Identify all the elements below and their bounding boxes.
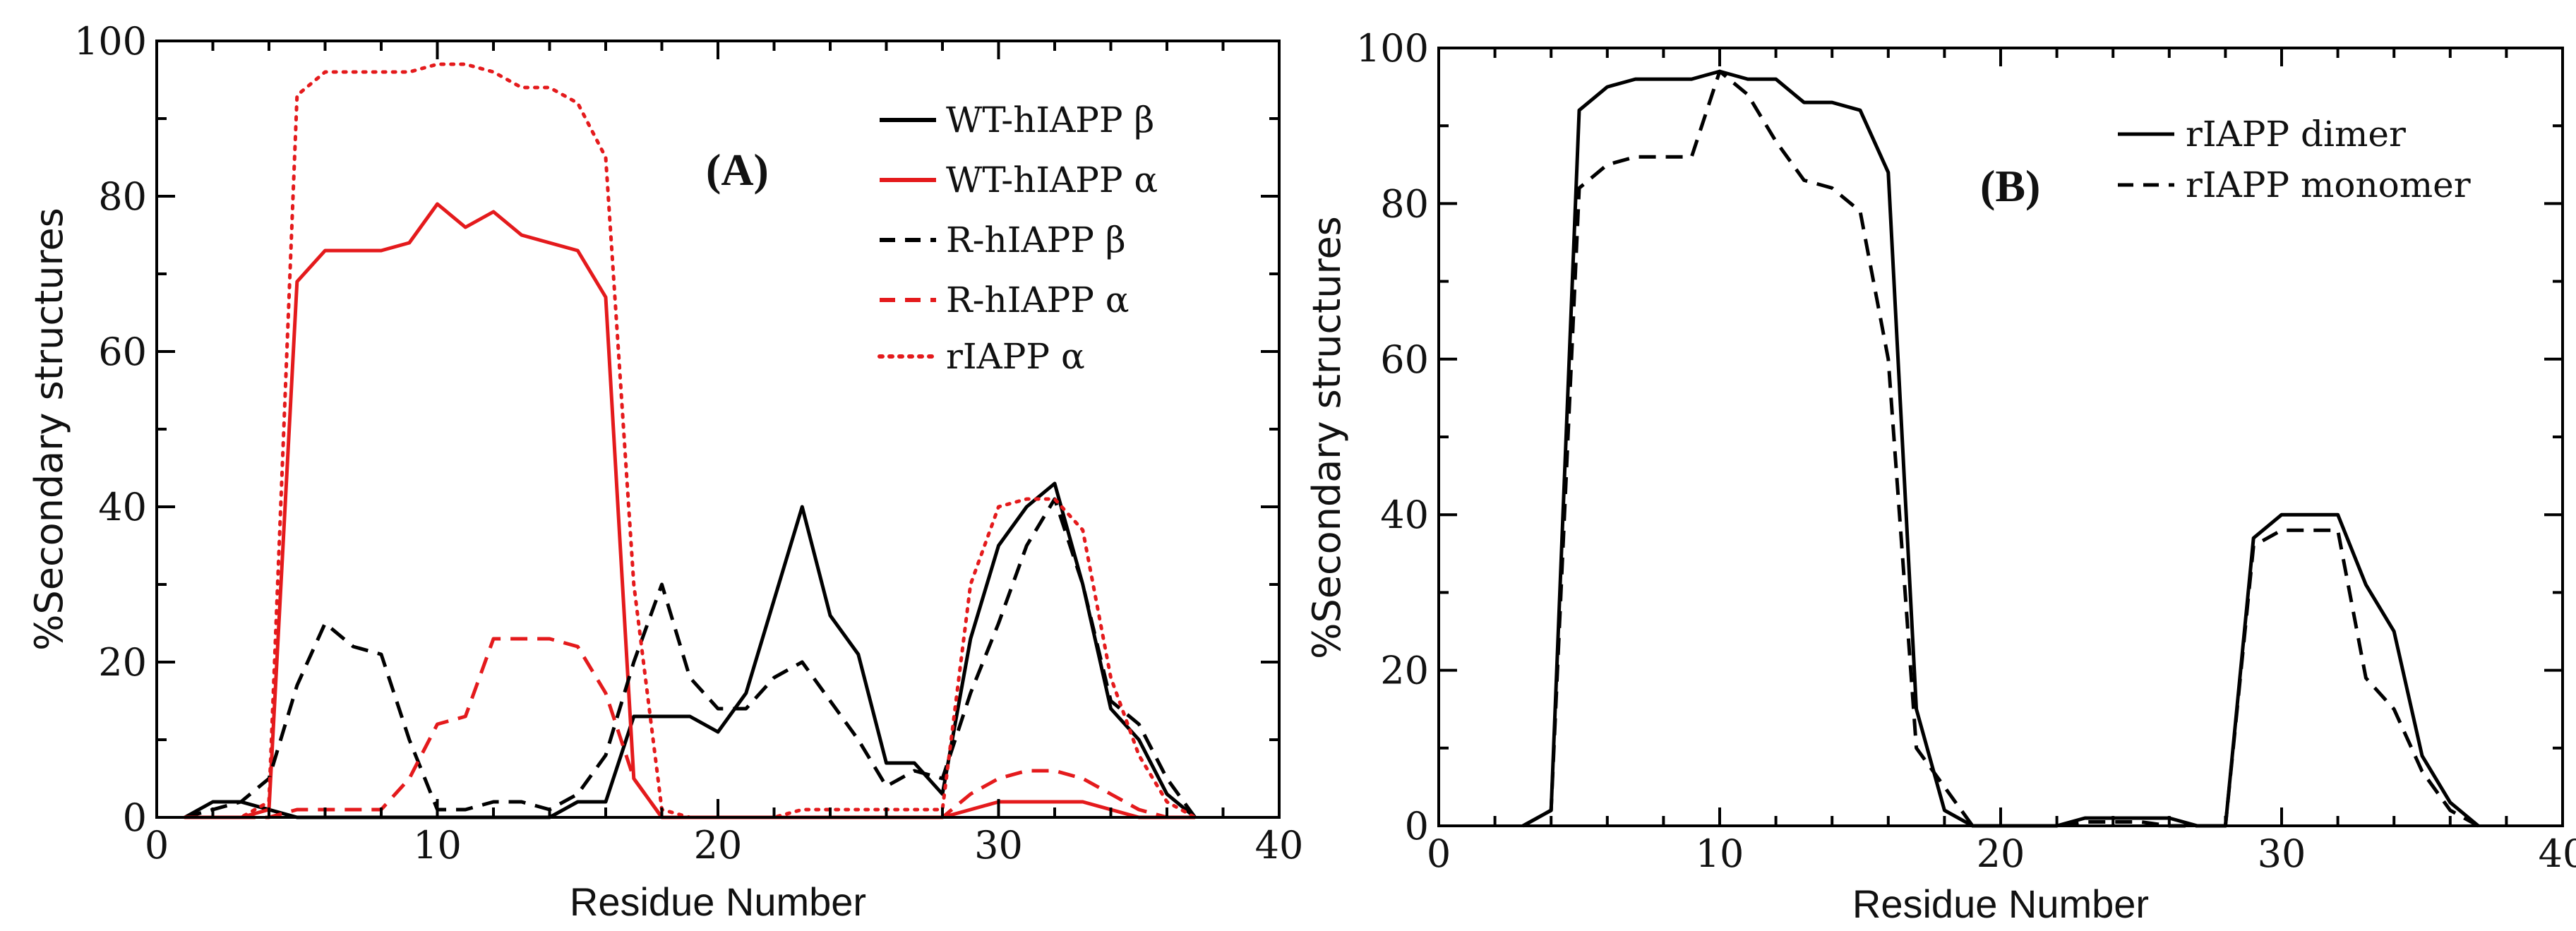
panel-a-y-tick-label: 80 <box>98 174 147 219</box>
panel-a-x-tick-label: 10 <box>413 823 462 867</box>
panel-a-series-line-0 <box>184 481 1197 819</box>
panel-a-y-axis-label: %Secondary structures <box>27 208 71 651</box>
panel-b-y-tick-label: 20 <box>1380 649 1429 693</box>
panel-b-y-tick-label: 60 <box>1380 337 1429 382</box>
legend-b-label-dimer: rIAPP dimer <box>2186 114 2406 155</box>
panel-b-y-axis-label: %Secondary structures <box>1305 216 1349 659</box>
chart-panel-b: 0 10 20 30 40 0 20 40 60 80 100 %Secondary structu… <box>1305 26 2576 926</box>
panel-b-y-tick-label: 80 <box>1380 181 1429 226</box>
panel-b-label: (B) <box>1980 161 2040 211</box>
panel-b-x-tick-label: 40 <box>2539 831 2576 876</box>
legend-a-label-r-beta: R-hIAPP β <box>946 220 1126 260</box>
panel-b-series-line-1 <box>1522 69 2479 828</box>
panel-b-y-tick-label: 40 <box>1380 493 1429 537</box>
legend-a-label-wt-alpha: WT-hIAPP α <box>946 160 1158 200</box>
panel-b-ticks-layer: 0 10 20 30 40 0 20 40 60 80 100 <box>1356 26 2576 876</box>
panel-b-y-tick-label: 100 <box>1356 26 1429 71</box>
panel-a-x-tick-label: 0 <box>145 823 169 867</box>
panel-a-label: (A) <box>706 145 769 195</box>
legend-a-label-rat-alpha: rIAPP α <box>946 336 1085 377</box>
panel-a-x-tick-label: 40 <box>1255 823 1304 867</box>
panel-a-legend: WT-hIAPP β WT-hIAPP α R-hIAPP β R-hIAPP … <box>877 100 1158 377</box>
panel-b-x-tick-label: 30 <box>2258 831 2306 876</box>
panel-b-x-tick-label: 20 <box>1977 831 2025 876</box>
panel-a-y-tick-label: 60 <box>98 330 147 374</box>
chart-panel-a: 0 10 20 30 40 0 20 40 60 80 100 %Secondary structu… <box>27 19 1303 924</box>
panel-a-series-line-3 <box>184 637 1195 819</box>
legend-b-label-monomer: rIAPP monomer <box>2186 164 2471 205</box>
panel-a-x-axis-label: Residue Number <box>570 879 866 924</box>
panel-b-y-tick-label: 0 <box>1405 804 1429 848</box>
panel-a-series-line-2 <box>184 497 1197 819</box>
panel-b-x-tick-label: 0 <box>1427 831 1451 876</box>
legend-a-label-wt-beta: WT-hIAPP β <box>946 100 1154 140</box>
panel-b-x-tick-label: 10 <box>1696 831 1744 876</box>
panel-a-y-tick-label: 40 <box>98 485 147 529</box>
panel-a-x-tick-label: 20 <box>694 823 743 867</box>
panel-b-x-axis-label: Residue Number <box>1852 882 2149 926</box>
panel-a-y-tick-label: 100 <box>74 19 147 64</box>
panel-a-y-tick-label: 20 <box>98 640 147 685</box>
legend-a-label-r-alpha: R-hIAPP α <box>946 280 1130 320</box>
panel-a-x-tick-label: 30 <box>974 823 1023 867</box>
panel-b-legend: rIAPP dimer rIAPP monomer <box>2118 114 2471 205</box>
panel-a-ticks-layer: 0 10 20 30 40 0 20 40 60 80 100 <box>74 19 1303 867</box>
panel-a-y-tick-label: 0 <box>123 795 147 840</box>
